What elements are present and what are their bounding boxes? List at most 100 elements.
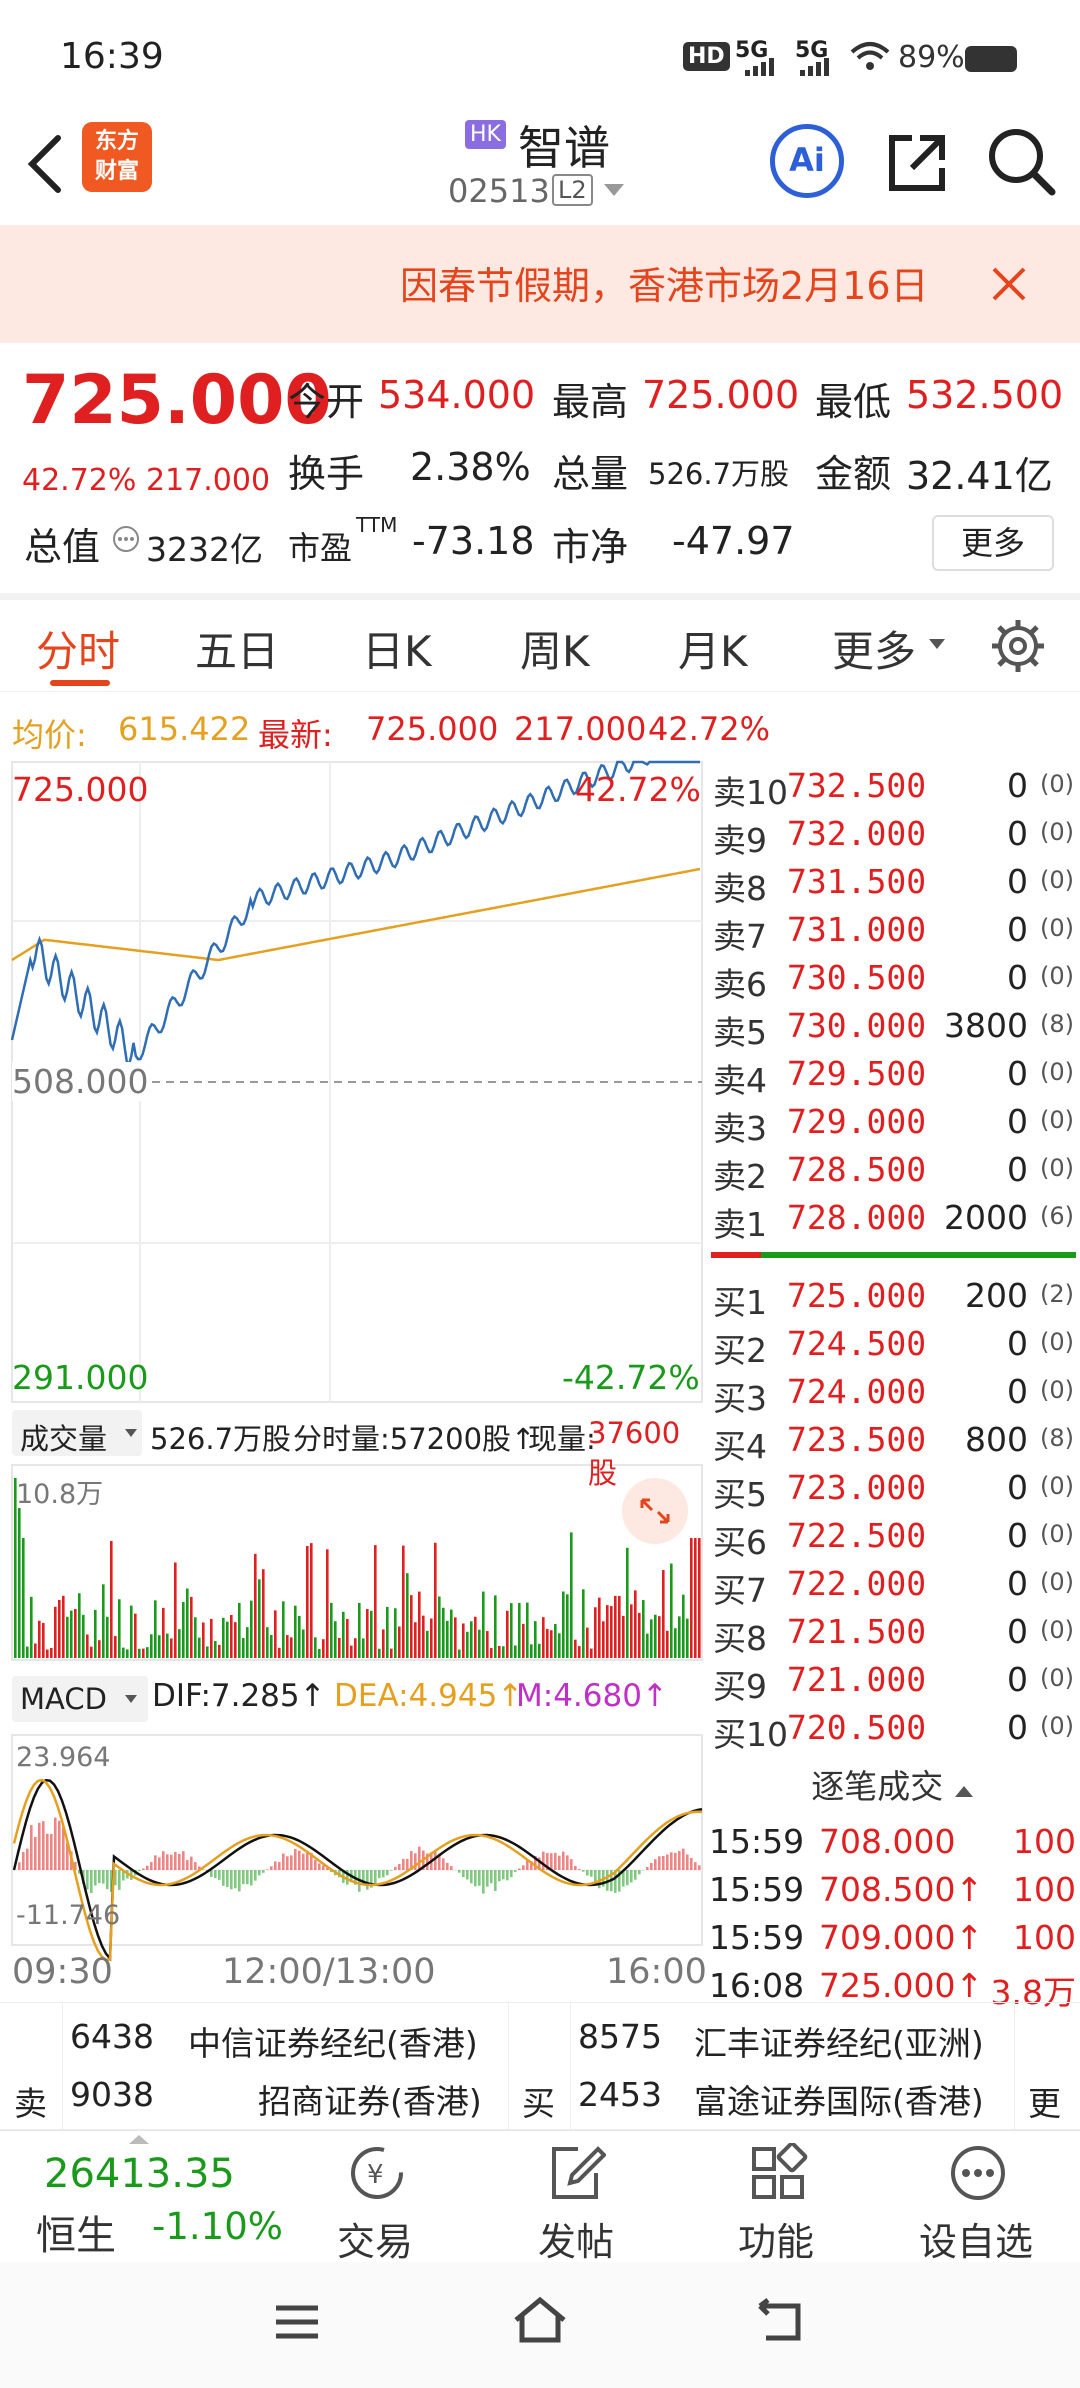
mktcap-value: 3232亿: [146, 530, 263, 569]
ask-row[interactable]: 卖10 732.500 0 (0): [705, 762, 1080, 812]
volume-bar: [422, 1615, 425, 1658]
bid-row[interactable]: 买4 723.500 800 (8): [705, 1416, 1080, 1466]
bid-row[interactable]: 买7 722.000 0 (0): [705, 1560, 1080, 1610]
ask-row[interactable]: 卖1 728.000 2000 (6): [705, 1194, 1080, 1244]
stock-name[interactable]: 智谱: [518, 121, 610, 175]
volume-bar: [242, 1638, 245, 1658]
bid-row[interactable]: 买9 721.000 0 (0): [705, 1656, 1080, 1706]
broker-buy-label: 买: [522, 2084, 555, 2123]
ask-row[interactable]: 卖3 729.000 0 (0): [705, 1098, 1080, 1148]
back-arrow-icon[interactable]: [22, 132, 66, 196]
ask-level-label: 卖1: [713, 1205, 767, 1244]
bid-row[interactable]: 买1 725.000 200 (2): [705, 1272, 1080, 1322]
nav-functions[interactable]: 功能: [676, 2131, 876, 2264]
tab-weekly-k[interactable]: 周K: [520, 627, 590, 676]
macd-bar: [170, 1854, 173, 1870]
current-price: 725.000: [22, 361, 332, 440]
volume-bar: [114, 1636, 117, 1658]
intraday-chart-svg[interactable]: [0, 760, 705, 2000]
broker-sell-id-2: 9038: [70, 2075, 154, 2114]
bid-row[interactable]: 买10 720.500 0 (0): [705, 1704, 1080, 1754]
volume-label: 总量: [552, 452, 629, 496]
ask-level-label: 卖3: [713, 1109, 767, 1148]
last-percent: 42.72%: [648, 710, 771, 748]
bid-row[interactable]: 买5 723.000 0 (0): [705, 1464, 1080, 1514]
more-quote-button[interactable]: 更多: [932, 515, 1054, 571]
ask-price: 732.500: [787, 766, 927, 805]
macd-bar: [398, 1863, 401, 1870]
bid-row[interactable]: 买2 724.500 0 (0): [705, 1320, 1080, 1370]
share-icon[interactable]: [882, 128, 952, 198]
open-value: 534.000: [378, 373, 536, 417]
dropdown-triangle-icon[interactable]: [602, 182, 626, 198]
ask-row[interactable]: 卖2 728.500 0 (0): [705, 1146, 1080, 1196]
volume-bar: [626, 1547, 629, 1658]
ask-row[interactable]: 卖4 729.500 0 (0): [705, 1050, 1080, 1100]
bid-count: (0): [1040, 1328, 1074, 1356]
macd-bar: [254, 1870, 257, 1881]
index-ticker[interactable]: 26413.35 恒生 -1.10%: [0, 2131, 300, 2263]
nav-post[interactable]: 发帖: [476, 2131, 676, 2264]
macd-bar: [470, 1870, 473, 1884]
macd-bar: [578, 1868, 581, 1870]
intraday-chart-area[interactable]: 725.000 42.72% 508.000 291.000 -42.72% 成…: [0, 760, 707, 2000]
more-dots-icon[interactable]: [112, 525, 140, 553]
macd-bar: [290, 1855, 293, 1870]
volume-bar: [546, 1628, 549, 1658]
bid-row[interactable]: 买8 721.500 0 (0): [705, 1608, 1080, 1658]
broker-queue[interactable]: 卖 6438 中信证券经纪(香港) 9038 招商证券(香港) 买 8575 汇…: [0, 2002, 1080, 2131]
tab-intraday[interactable]: 分时: [36, 627, 121, 676]
tab-monthly-k[interactable]: 月K: [678, 627, 748, 676]
ask-price: 732.000: [787, 814, 927, 853]
volume-bar: [366, 1609, 369, 1658]
holiday-notice-banner[interactable]: 因春节假期，香港市场2月16日: [0, 225, 1080, 343]
ai-assistant-button[interactable]: Ai: [770, 124, 844, 198]
macd-bar: [378, 1870, 381, 1879]
back-icon[interactable]: [754, 2298, 810, 2346]
volume-bar: [18, 1508, 21, 1658]
amount-value: 32.41亿: [906, 454, 1053, 498]
volume-selector[interactable]: 成交量: [12, 1410, 142, 1456]
volume-bar: [642, 1600, 645, 1658]
gear-icon[interactable]: [990, 618, 1046, 674]
macd-bar: [402, 1858, 405, 1870]
search-icon[interactable]: [986, 126, 1058, 198]
ticks-header[interactable]: 逐笔成交: [705, 1760, 1080, 1812]
low-label: 最低: [815, 380, 892, 424]
nav-watchlist[interactable]: 设自选: [876, 2131, 1076, 2264]
volume-bar: [70, 1610, 73, 1658]
grid-icon: [752, 2143, 808, 2199]
volume-bar: [58, 1599, 61, 1658]
macd-selector[interactable]: MACD: [12, 1676, 148, 1722]
volume-bar: [282, 1601, 285, 1658]
ask-row[interactable]: 卖5 730.000 3800 (8): [705, 1002, 1080, 1052]
tab-five-day[interactable]: 五日: [195, 627, 280, 676]
last-change: 217.000: [514, 710, 647, 748]
volume-bar: [22, 1538, 25, 1658]
quote-panel: 725.000 42.72% 217.000 今开 534.000 最高 725…: [0, 343, 1080, 593]
broker-more-label[interactable]: 更: [1028, 2084, 1061, 2123]
macd-bar: [426, 1853, 429, 1870]
bid-level-label: 买6: [713, 1523, 767, 1562]
volume-bar: [274, 1610, 277, 1658]
bid-row[interactable]: 买3 724.000 0 (0): [705, 1368, 1080, 1418]
ask-row[interactable]: 卖6 730.500 0 (0): [705, 954, 1080, 1004]
tab-daily-k[interactable]: 日K: [362, 627, 432, 676]
volume-bar: [382, 1629, 385, 1658]
time-mid: 12:00/13:00: [222, 1952, 436, 1992]
expand-chart-button[interactable]: [622, 1478, 688, 1544]
bid-row[interactable]: 买6 722.500 0 (0): [705, 1512, 1080, 1562]
volume-bar: [370, 1610, 373, 1658]
tab-more[interactable]: 更多: [832, 627, 917, 676]
close-icon[interactable]: [990, 265, 1028, 303]
ask-row[interactable]: 卖8 731.500 0 (0): [705, 858, 1080, 908]
volume-bar: [394, 1608, 397, 1658]
macd-bar: [558, 1855, 561, 1870]
ask-row[interactable]: 卖7 731.000 0 (0): [705, 906, 1080, 956]
macd-bar: [246, 1870, 249, 1885]
menu-icon[interactable]: [272, 2302, 322, 2342]
nav-trade[interactable]: ¥ 交易: [275, 2131, 475, 2264]
volume-bar: [66, 1616, 69, 1658]
ask-row[interactable]: 卖9 732.000 0 (0): [705, 810, 1080, 860]
home-icon[interactable]: [510, 2296, 570, 2346]
